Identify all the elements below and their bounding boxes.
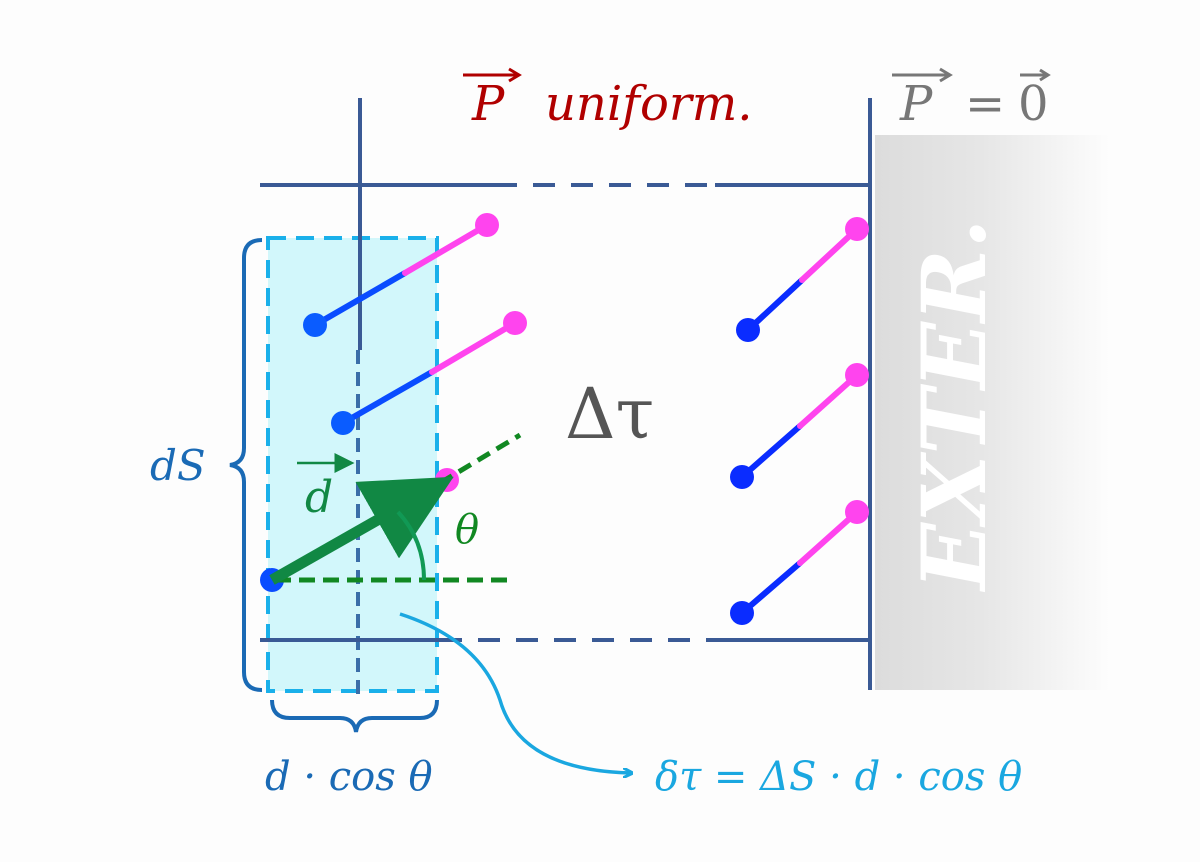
svg-text:uniform.: uniform. <box>545 76 753 132</box>
svg-text:0: 0 <box>1018 76 1049 132</box>
theta-angle-arc <box>396 510 426 581</box>
formula-pointer-arrow <box>399 612 630 773</box>
svg-text:P: P <box>899 76 933 132</box>
dipole <box>730 363 869 489</box>
exterior-region <box>875 135 1110 690</box>
p-zero-label: P = 0 <box>892 67 1051 132</box>
d-cos-theta-brace <box>270 699 439 733</box>
svg-text:d: d <box>305 472 333 523</box>
ds-brace <box>229 238 263 692</box>
d-direction-dashed-line <box>438 432 522 486</box>
walls <box>260 98 872 695</box>
dipole <box>303 213 499 337</box>
delta-tau-formula: δτ = ΔS · d · cos θ <box>655 754 1022 800</box>
svg-text:=: = <box>965 76 1005 132</box>
d-vector-arrow <box>269 476 454 585</box>
theta-label: θ <box>455 507 479 553</box>
dipole <box>331 311 527 435</box>
exterior-label: EXTER. <box>902 218 1006 593</box>
d-cos-theta-label: d · cos θ <box>265 754 433 800</box>
d-vector-label: d <box>297 453 355 523</box>
dipole <box>730 500 869 625</box>
delta-tau-label: Δτ <box>565 373 654 455</box>
ds-label: dS <box>150 441 206 490</box>
dipole <box>736 217 869 342</box>
svg-text:P: P <box>471 76 505 132</box>
p-uniform-label: P uniform. <box>463 67 753 132</box>
